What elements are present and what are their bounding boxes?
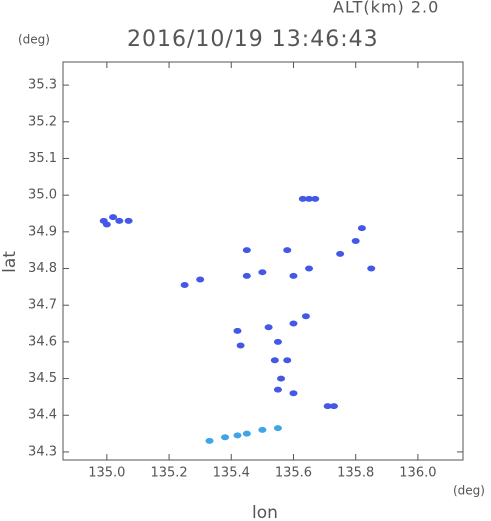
y-tick-label: 34.3 xyxy=(28,444,57,459)
plot-frame xyxy=(62,61,464,461)
echo-point xyxy=(301,313,310,320)
echo-point xyxy=(124,217,133,224)
echo-point xyxy=(289,390,298,397)
y-tick-label: 34.5 xyxy=(28,371,57,386)
echo-point xyxy=(305,265,314,272)
echo-point xyxy=(336,250,345,257)
y-tick-label: 34.7 xyxy=(28,298,57,313)
y-tick-label: 35.2 xyxy=(28,114,57,129)
echo-point xyxy=(277,375,286,382)
y-tick-label: 34.4 xyxy=(28,408,57,423)
echo-point xyxy=(236,342,245,349)
echo-point xyxy=(102,221,111,228)
echo-point xyxy=(298,195,307,202)
echo-point xyxy=(109,214,118,221)
y-unit: (deg) xyxy=(18,33,50,47)
echo-point xyxy=(242,430,251,437)
echo-point xyxy=(242,272,251,279)
echo-point xyxy=(115,217,124,224)
echo-point xyxy=(196,276,205,283)
y-tick-label: 34.6 xyxy=(28,334,57,349)
echo-point xyxy=(289,320,298,327)
chart-title: 2016/10/19 13:46:43 xyxy=(127,27,379,52)
echo-point xyxy=(273,386,282,393)
x-unit: (deg) xyxy=(453,484,485,498)
echo-point xyxy=(233,327,242,334)
echo-point xyxy=(289,272,298,279)
x-tick-label: 135.6 xyxy=(275,466,312,481)
subtitle: ALT(km) 2.0 xyxy=(333,0,439,17)
y-tick-label: 34.8 xyxy=(28,261,57,276)
x-tick-label: 135.8 xyxy=(337,466,374,481)
echo-point xyxy=(180,282,189,289)
x-tick-label: 136.0 xyxy=(399,466,436,481)
echo-point xyxy=(273,338,282,345)
y-axis-title: lat xyxy=(0,251,20,273)
echo-point xyxy=(351,238,360,245)
echo-point xyxy=(233,432,242,439)
echo-point xyxy=(258,426,267,433)
x-tick-label: 135.2 xyxy=(150,466,187,481)
echo-point xyxy=(270,357,279,364)
echo-point xyxy=(258,269,267,276)
echo-point xyxy=(283,357,292,364)
echo-point xyxy=(357,225,366,232)
echo-point xyxy=(283,247,292,254)
echo-point xyxy=(221,434,230,441)
echo-point xyxy=(273,425,282,432)
y-tick-label: 35.1 xyxy=(28,151,57,166)
x-tick-label: 135.0 xyxy=(88,466,125,481)
echo-point xyxy=(367,265,376,272)
x-tick-label: 135.4 xyxy=(213,466,250,481)
echo-point xyxy=(329,403,338,410)
echo-point xyxy=(323,403,332,410)
echo-point xyxy=(205,437,214,444)
y-tick-label: 35.3 xyxy=(28,78,57,93)
y-tick-label: 35.0 xyxy=(28,188,57,203)
echo-point xyxy=(242,247,251,254)
y-tick-label: 34.9 xyxy=(28,224,57,239)
echo-point xyxy=(305,195,314,202)
x-axis-title: lon xyxy=(252,503,278,521)
echo-point xyxy=(311,195,320,202)
echo-point xyxy=(264,324,273,331)
